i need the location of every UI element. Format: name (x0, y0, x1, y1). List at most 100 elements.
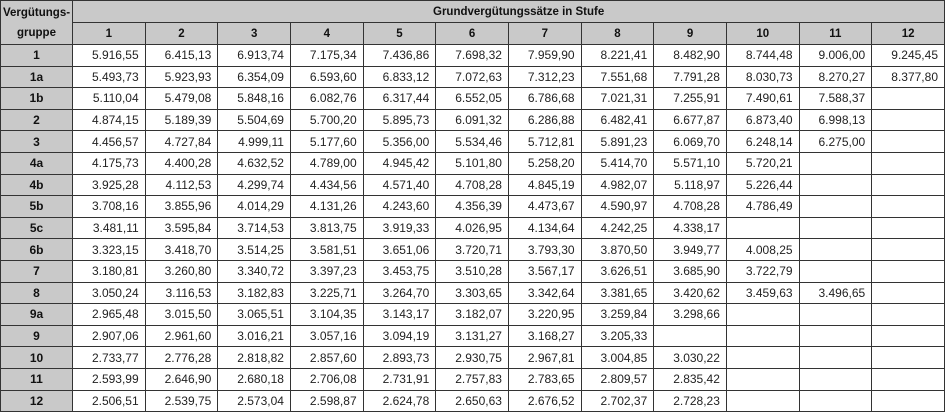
salary-cell: 5.479,08 (144, 87, 219, 110)
salary-cell: 6.082,76 (289, 87, 364, 110)
salary-cell: 4.008,25 (725, 238, 800, 261)
salary-cell: 7.175,34 (289, 44, 364, 67)
salary-cell (725, 216, 800, 240)
salary-cell: 6.873,40 (725, 108, 800, 132)
salary-cell: 2.680,18 (217, 367, 291, 391)
salary-cell: 8.482,90 (653, 44, 727, 67)
salary-cell: 4.590,97 (580, 195, 655, 218)
salary-cell: 3.303,65 (435, 281, 509, 305)
salary-cell: 4.356,39 (435, 195, 509, 218)
salary-cell: 4.571,40 (362, 173, 437, 197)
salary-cell: 5.414,70 (580, 151, 655, 175)
salary-cell: 8.744,48 (725, 44, 800, 67)
stufe-header-9: 9 (653, 22, 727, 45)
salary-cell (871, 87, 945, 110)
salary-cell: 6.286,88 (507, 108, 582, 132)
salary-cell: 5.571,10 (653, 151, 727, 175)
salary-cell: 7.490,61 (725, 87, 800, 110)
gruppe-cell: 4a (0, 151, 73, 175)
table-row: 2 4.874,15 5.189,39 5.504,69 5.700,20 5.895,7… (0, 108, 945, 132)
salary-cell: 7.698,32 (435, 44, 509, 67)
salary-cell: 4.708,28 (435, 173, 509, 197)
stufe-header-8: 8 (580, 22, 655, 45)
salary-cell (871, 238, 945, 261)
table-row: 5c 3.481,11 3.595,84 3.714,53 3.813,75 3.919,… (0, 216, 945, 240)
salary-cell (871, 173, 945, 197)
salary-cell: 5.110,04 (72, 87, 146, 110)
salary-cell: 9.245,45 (871, 44, 945, 67)
salary-cell: 3.420,62 (653, 281, 727, 305)
salary-cell: 2.573,04 (217, 389, 291, 413)
salary-cell: 3.855,96 (144, 195, 219, 218)
salary-cell: 3.708,16 (72, 195, 146, 218)
salary-cell: 3.016,21 (217, 324, 291, 348)
salary-cell: 3.225,71 (289, 281, 364, 305)
salary-cell: 7.791,28 (653, 65, 727, 89)
salary-cell: 5.891,23 (580, 130, 655, 153)
salary-cell: 6.248,14 (725, 130, 800, 153)
salary-cell: 5.493,73 (72, 65, 146, 89)
salary-cell (725, 324, 800, 348)
salary-cell: 4.727,84 (144, 130, 219, 153)
salary-cell: 3.595,84 (144, 216, 219, 240)
salary-cell (798, 151, 873, 175)
salary-cell: 2.967,81 (507, 346, 582, 369)
salary-cell: 4.708,28 (653, 195, 727, 218)
salary-cell: 7.959,90 (507, 44, 582, 67)
stufe-group-header: Grundvergütungssätze in Stufe (72, 0, 945, 23)
gruppe-header-line1: Vergütungs- (2, 6, 71, 19)
salary-cell: 2.706,08 (289, 367, 364, 391)
salary-cell: 3.397,23 (289, 259, 364, 283)
salary-cell: 4.999,11 (217, 130, 291, 153)
salary-cell: 6.354,09 (217, 65, 291, 89)
gruppe-cell: 1a (0, 65, 73, 89)
salary-cell: 3.925,28 (72, 173, 146, 197)
salary-cell: 9.006,00 (798, 44, 873, 67)
salary-cell (871, 195, 945, 218)
salary-cell: 2.646,90 (144, 367, 219, 391)
salary-cell (871, 346, 945, 369)
salary-cell: 5.189,39 (144, 108, 219, 132)
salary-cell (798, 195, 873, 218)
salary-cell: 2.702,37 (580, 389, 655, 413)
gruppe-cell: 3 (0, 130, 73, 153)
stufe-header-7: 7 (507, 22, 582, 45)
salary-cell: 3.050,24 (72, 281, 146, 305)
salary-cell: 5.504,69 (217, 108, 291, 132)
salary-cell: 2.733,77 (72, 346, 146, 369)
salary-cell: 2.506,51 (72, 389, 146, 413)
table-row: 10 2.733,77 2.776,28 2.818,82 2.857,60 2.893,… (0, 346, 945, 369)
salary-cell: 4.299,74 (217, 173, 291, 197)
salary-cell: 8.221,41 (580, 44, 655, 67)
salary-cell (871, 151, 945, 175)
stufe-header-5: 5 (362, 22, 437, 45)
salary-cell: 6.317,44 (362, 87, 437, 110)
salary-cell (798, 346, 873, 369)
salary-cell: 2.598,87 (289, 389, 364, 413)
salary-cell: 5.118,97 (653, 173, 727, 197)
salary-cell: 3.720,71 (435, 238, 509, 261)
salary-cell: 7.255,91 (653, 87, 727, 110)
salary-cell: 5.712,81 (507, 130, 582, 153)
salary-cell: 5.720,21 (725, 151, 800, 175)
table-row: 11 2.593,99 2.646,90 2.680,18 2.706,08 2.731,… (0, 367, 945, 391)
gruppe-cell: 2 (0, 108, 73, 132)
salary-cell: 4.434,56 (289, 173, 364, 197)
salary-cell (798, 324, 873, 348)
salary-cell: 7.021,31 (580, 87, 655, 110)
salary-cell: 2.857,60 (289, 346, 364, 369)
salary-cell: 4.400,28 (144, 151, 219, 175)
salary-cell: 3.065,51 (217, 303, 291, 326)
salary-cell (871, 259, 945, 283)
table-row: 6b 3.323,15 3.418,70 3.514,25 3.581,51 3.651,… (0, 238, 945, 261)
salary-cell: 4.845,19 (507, 173, 582, 197)
salary-cell (725, 367, 800, 391)
salary-cell: 4.789,00 (289, 151, 364, 175)
stufe-header-1: 1 (72, 22, 146, 45)
salary-cell: 2.776,28 (144, 346, 219, 369)
table-row: 1a 5.493,73 5.923,93 6.354,09 6.593,60 6.833,… (0, 65, 945, 89)
salary-cell (725, 389, 800, 413)
salary-cell: 5.534,46 (435, 130, 509, 153)
gruppe-cell: 5c (0, 216, 73, 240)
